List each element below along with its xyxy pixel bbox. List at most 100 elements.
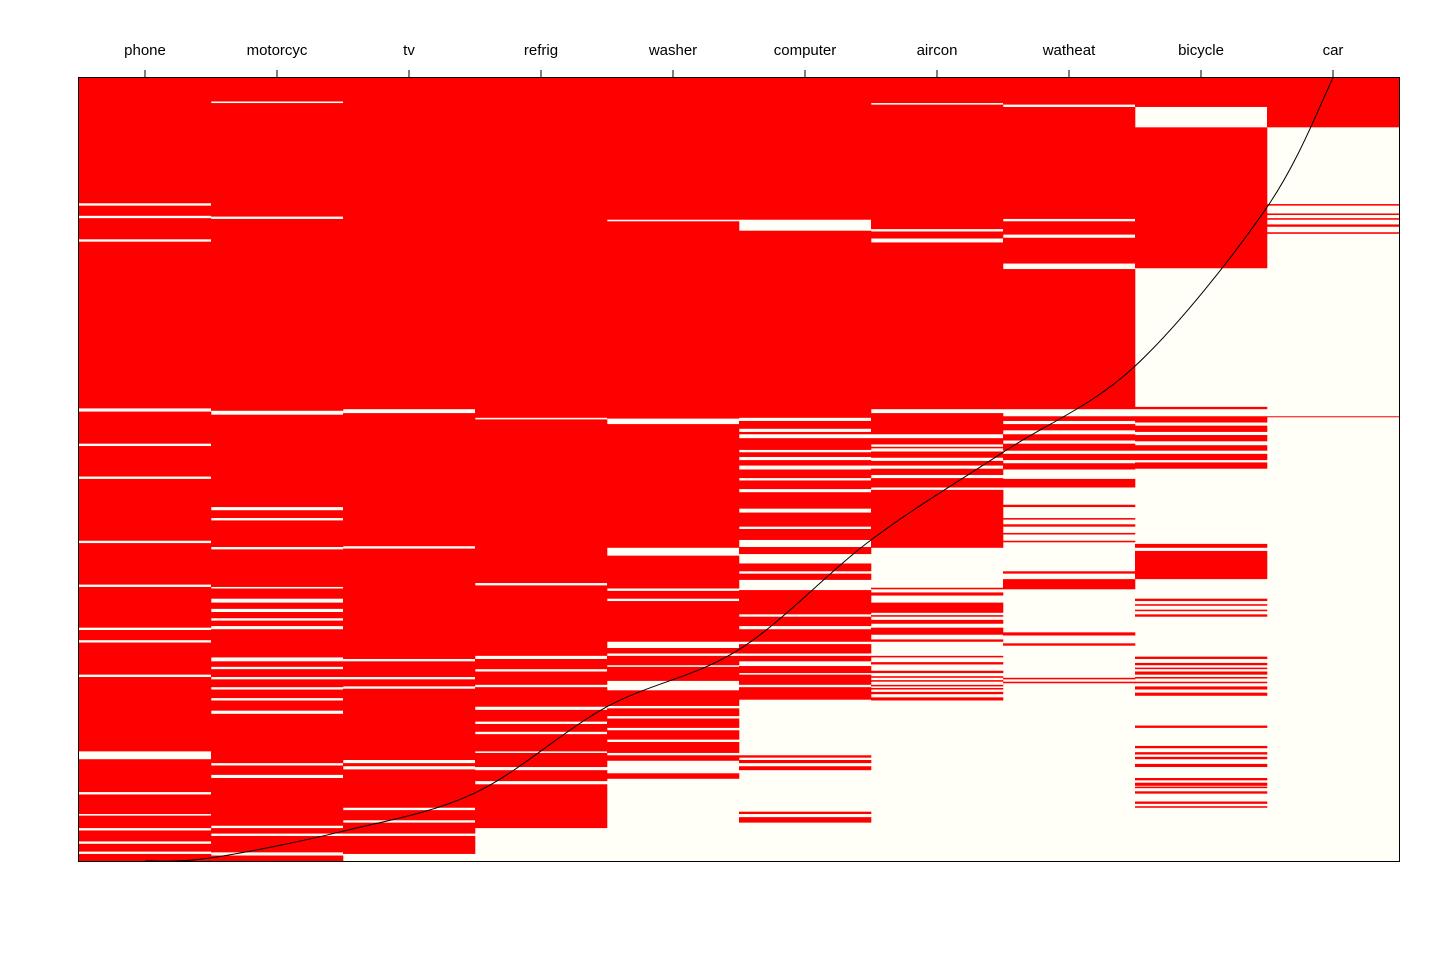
owned-cell-aircon — [871, 451, 1004, 458]
owned-cell-computer — [739, 644, 872, 654]
owned-cell-watheat — [1003, 416, 1136, 421]
owned-cell-car — [1267, 232, 1400, 234]
owned-cell-car — [1267, 204, 1400, 206]
owned-cell-phone — [79, 586, 212, 628]
owned-cell-car — [1267, 213, 1400, 216]
x-tick-label-motorcyc: motorcyc — [247, 42, 308, 59]
owned-cell-aircon — [871, 242, 1004, 410]
owned-cell-bicycle — [1135, 752, 1268, 755]
owned-cell-phone — [79, 843, 212, 852]
owned-cell-aircon — [871, 670, 1004, 674]
owned-cell-bicycle — [1135, 614, 1268, 617]
owned-cell-aircon — [871, 587, 1004, 590]
x-tick-label-watheat: watheat — [1042, 42, 1096, 59]
owned-cell-phone — [79, 241, 212, 409]
owned-cell-refrig — [475, 709, 608, 722]
owned-cell-aircon — [871, 684, 1004, 687]
owned-cell-refrig — [475, 752, 608, 768]
owned-cell-motorcyc — [211, 828, 344, 834]
x-tick-label-computer: computer — [774, 42, 837, 59]
owned-cell-watheat — [1003, 579, 1136, 590]
owned-cell-motorcyc — [211, 855, 344, 861]
owned-cell-bicycle — [1135, 791, 1268, 794]
owned-cell-aircon — [871, 615, 1004, 617]
owned-cell-computer — [739, 460, 872, 466]
owned-cell-washer — [607, 773, 740, 779]
owned-cell-bicycle — [1135, 604, 1268, 606]
owned-cell-tv — [343, 835, 476, 854]
owned-cell-motorcyc — [211, 414, 344, 508]
x-tick-label-tv: tv — [403, 42, 415, 59]
owned-cell-watheat — [1003, 78, 1136, 105]
owned-cell-bicycle — [1135, 686, 1268, 690]
owned-cell-computer — [739, 811, 872, 815]
owned-cell-bicycle — [1135, 662, 1268, 666]
owned-cell-refrig — [475, 585, 608, 656]
owned-cell-tv — [343, 548, 476, 659]
heatmap-cells — [79, 78, 1400, 861]
owned-cell-phone — [79, 830, 212, 842]
cumulative-curve — [144, 77, 1334, 862]
owned-cell-washer — [607, 655, 740, 666]
owned-cell-tv — [343, 661, 476, 677]
owned-cell-motorcyc — [211, 103, 344, 217]
owned-cell-washer — [607, 78, 740, 220]
owned-cell-computer — [739, 547, 872, 555]
owned-cell-washer — [607, 666, 740, 681]
owned-cell-aircon — [871, 687, 1004, 690]
owned-cell-computer — [739, 590, 872, 615]
owned-cell-phone — [79, 642, 212, 675]
owned-cell-motorcyc — [211, 620, 344, 627]
owned-cell-bicycle — [1135, 692, 1268, 696]
owned-cell-aircon — [871, 627, 1004, 635]
owned-cell-bicycle — [1135, 667, 1268, 670]
owned-cell-aircon — [871, 619, 1004, 624]
owned-cell-computer — [739, 616, 872, 627]
owned-cell-washer — [607, 555, 740, 589]
owned-cell-bicycle — [1135, 445, 1268, 451]
owned-cell-phone — [79, 78, 212, 204]
owned-cell-computer — [739, 438, 872, 450]
owned-cell-washer — [607, 648, 740, 654]
owned-cell-watheat — [1003, 532, 1136, 535]
owned-cell-washer — [607, 755, 740, 761]
owned-cell-washer — [607, 601, 740, 642]
x-tick-label-car: car — [1323, 42, 1344, 59]
owned-cell-phone — [79, 677, 212, 752]
owned-cell-refrig — [475, 671, 608, 685]
owned-cell-bicycle — [1135, 550, 1268, 580]
owned-cell-watheat — [1003, 434, 1136, 441]
owned-cell-bicycle — [1135, 763, 1268, 768]
owned-cell-motorcyc — [211, 778, 344, 826]
x-tick-label-phone: phone — [124, 42, 166, 59]
owned-cell-refrig — [475, 784, 608, 829]
owned-cell-watheat — [1003, 681, 1136, 684]
owned-cell-bicycle — [1135, 782, 1268, 786]
owned-cell-motorcyc — [211, 78, 344, 102]
owned-cell-motorcyc — [211, 689, 344, 699]
owned-cell-refrig — [475, 687, 608, 707]
owned-cell-watheat — [1003, 540, 1136, 543]
owned-cell-phone — [79, 543, 212, 585]
owned-cell-refrig — [475, 734, 608, 752]
owned-cell-car — [1267, 224, 1400, 227]
owned-cell-aircon — [871, 413, 1004, 435]
x-axis-ticks: phone motorcyc tv refrig washer computer airco… — [124, 42, 1343, 78]
owned-cell-refrig — [475, 658, 608, 670]
owned-cell-watheat — [1003, 524, 1136, 527]
owned-cell-bicycle — [1135, 677, 1268, 679]
owned-cell-motorcyc — [211, 700, 344, 711]
owned-cell-computer — [739, 230, 872, 418]
owned-cell-washer — [607, 708, 740, 717]
owned-cell-computer — [739, 452, 872, 457]
owned-cell-tv — [343, 78, 476, 410]
owned-cell-refrig — [475, 723, 608, 732]
owned-cell-phone — [79, 446, 212, 477]
owned-cell-computer — [739, 512, 872, 527]
owned-cell-aircon — [871, 78, 1004, 104]
owned-cell-aircon — [871, 602, 1004, 613]
owned-cell-bicycle — [1135, 435, 1268, 442]
owned-cell-bicycle — [1135, 786, 1268, 789]
owned-cell-bicycle — [1135, 406, 1268, 410]
